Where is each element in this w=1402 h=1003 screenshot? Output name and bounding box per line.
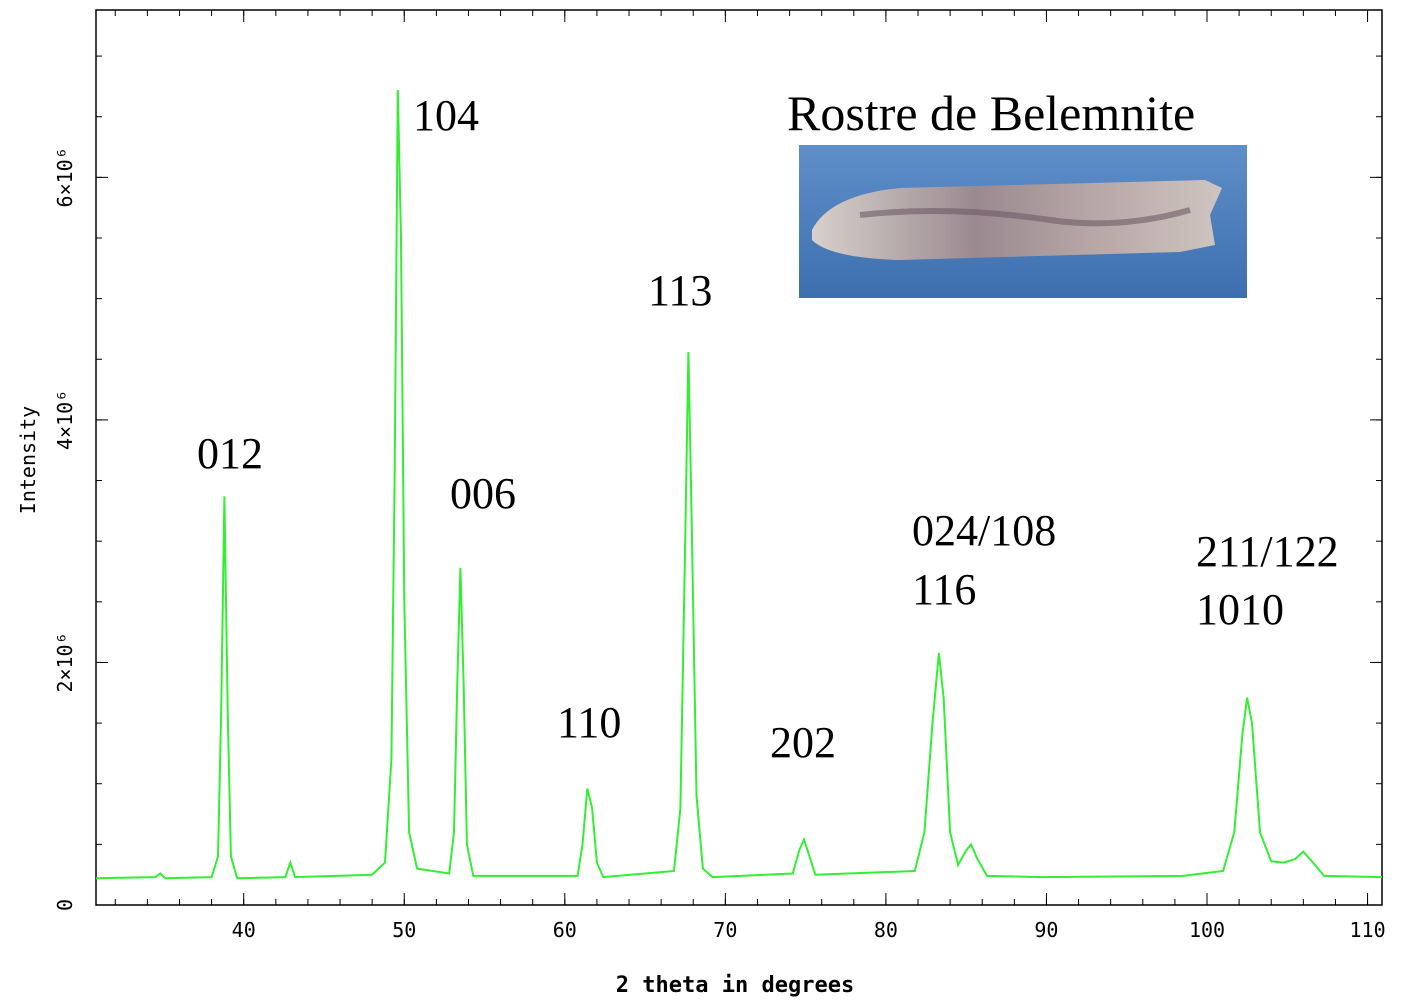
annotation: 116 [912, 565, 976, 614]
x-tick-label: 40 [232, 918, 256, 942]
annotation: 012 [197, 429, 263, 478]
annotation: 211/122 [1196, 527, 1339, 576]
y-tick-label: 0 [53, 899, 77, 911]
y-axis-title: Intensity [16, 406, 40, 514]
x-tick-label: 60 [553, 918, 577, 942]
annotation: 006 [450, 469, 516, 518]
annotation: 113 [648, 266, 712, 315]
y-tick-label: 2×10⁶ [53, 632, 77, 692]
x-tick-label: 50 [392, 918, 416, 942]
annotation: 110 [557, 698, 621, 747]
plot-frame [96, 10, 1382, 905]
x-tick-label: 90 [1034, 918, 1058, 942]
y-tick-label: 6×10⁶ [53, 147, 77, 207]
annotation: 1010 [1196, 585, 1284, 634]
annotation: 024/108 [912, 506, 1056, 555]
annotation: Rostre de Belemnite [787, 85, 1195, 141]
x-tick-label: 70 [713, 918, 737, 942]
x-axis-title: 2 theta in degrees [616, 973, 854, 998]
photo [799, 145, 1247, 298]
annotation: 202 [770, 718, 836, 767]
annotation: 104 [413, 91, 479, 140]
y-tick-label: 4×10⁶ [53, 390, 77, 450]
x-tick-label: 80 [874, 918, 898, 942]
x-tick-label: 100 [1189, 918, 1225, 942]
chart: 2 theta in degrees Intensity 40 50 60 70 80 9… [0, 0, 1402, 1003]
x-tick-label: 110 [1349, 918, 1385, 942]
